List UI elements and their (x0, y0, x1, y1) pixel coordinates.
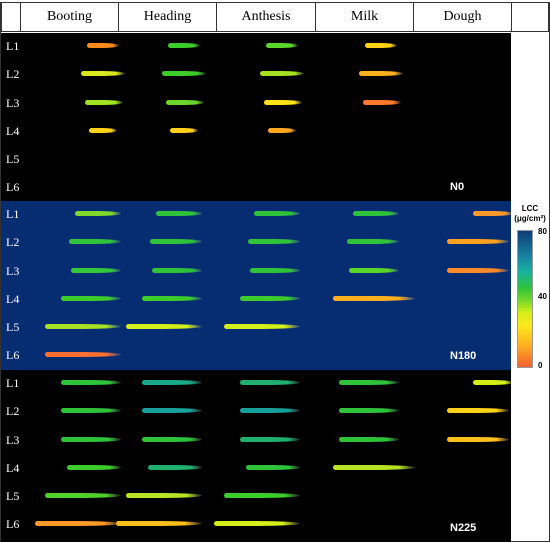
row-label-l6: L6 (6, 517, 20, 531)
leaf-n0-l1-booting (87, 43, 119, 48)
leaf-n225-l3-booting (61, 437, 121, 442)
leaf-n180-l4-anthesis (240, 296, 300, 301)
leaf-n225-l4-heading (148, 465, 202, 470)
row-label-l1: L1 (6, 207, 20, 221)
leaf-n225-l2-milk (339, 408, 399, 413)
row-label-l3: L3 (6, 96, 20, 110)
leaf-n180-l1-dough (473, 211, 513, 216)
leaf-n225-l2-dough (447, 408, 509, 413)
leaf-n0-l2-anthesis (260, 71, 304, 76)
leaf-n180-l1-booting (75, 211, 121, 216)
leaf-n225-l2-anthesis (240, 408, 300, 413)
row-label-l2: L2 (6, 67, 20, 81)
leaf-n225-l3-anthesis (240, 437, 300, 442)
row-label-l5: L5 (6, 320, 20, 334)
leaf-n180-l4-booting (61, 296, 121, 301)
leaf-n225-l5-heading (126, 493, 202, 498)
leaf-n180-l5-heading (126, 324, 202, 329)
leaf-n0-l4-heading (170, 128, 198, 133)
leaf-n225-l1-dough (473, 380, 513, 385)
colorbar-title: LCC (μg/cm²) (510, 204, 550, 224)
treatment-label-n0: N0 (450, 181, 465, 193)
row-label-l4: L4 (6, 461, 20, 475)
leaf-n225-l1-heading (142, 380, 202, 385)
leaf-n225-l1-anthesis (240, 380, 300, 385)
leaf-n225-l1-milk (339, 380, 399, 385)
leaf-n180-l2-milk (347, 239, 399, 244)
leaf-n180-l5-anthesis (224, 324, 300, 329)
row-label-l4: L4 (6, 124, 20, 138)
leaf-n225-l3-heading (142, 437, 202, 442)
colorbar-tick-max: 80 (538, 227, 547, 236)
row-label-l6: L6 (6, 348, 20, 362)
panel-n225: L1 L2 L3 L4 L5 L6 N225 (1, 370, 513, 542)
leaf-n180-l3-heading (152, 268, 202, 273)
row-label-l6: L6 (6, 180, 20, 194)
treatment-label-n180: N180 (450, 350, 477, 362)
leaf-n225-l6-heading (116, 521, 202, 526)
leaf-n225-l3-dough (447, 437, 509, 442)
leaf-n0-l2-booting (81, 71, 125, 76)
leaf-n225-l4-booting (67, 465, 121, 470)
leaf-n180-l2-anthesis (248, 239, 300, 244)
row-label-l5: L5 (6, 489, 20, 503)
row-label-l2: L2 (6, 404, 20, 418)
leaf-n180-l4-milk (333, 296, 415, 301)
colorbar-tick-min: 0 (538, 361, 543, 370)
leaf-n180-l4-heading (142, 296, 202, 301)
leaf-n180-l3-anthesis (250, 268, 300, 273)
leaf-n0-l4-anthesis (268, 128, 296, 133)
leaf-n0-l3-booting (85, 100, 123, 105)
leaf-n180-l3-milk (349, 268, 399, 273)
leaf-n180-l3-dough (447, 268, 509, 273)
row-label-l3: L3 (6, 433, 20, 447)
row-label-l1: L1 (6, 376, 20, 390)
panel-n180: L1 L2 L3 L4 L5 L6 N180 (1, 201, 513, 370)
row-label-l5: L5 (6, 152, 20, 166)
leaf-n225-l2-heading (142, 408, 202, 413)
row-label-l1: L1 (6, 39, 20, 53)
leaf-n225-l1-booting (61, 380, 121, 385)
leaf-n225-l4-anthesis (246, 465, 300, 470)
leaf-n225-l5-anthesis (224, 493, 300, 498)
leaf-n180-l5-booting (45, 324, 121, 329)
leaf-n0-l1-anthesis (266, 43, 298, 48)
leaf-n0-l1-heading (168, 43, 200, 48)
leaf-n180-l6-booting (45, 352, 121, 357)
leaf-n0-l2-milk (359, 71, 403, 76)
leaf-n0-l3-milk (363, 100, 401, 105)
leaf-n180-l1-anthesis (254, 211, 300, 216)
colorbar-title-line2: (μg/cm²) (514, 214, 546, 223)
leaf-n225-l6-anthesis (214, 521, 300, 526)
leaf-n180-l1-heading (156, 211, 202, 216)
leaf-n0-l2-heading (162, 71, 206, 76)
leaf-n225-l6-booting (35, 521, 121, 526)
row-label-l3: L3 (6, 264, 20, 278)
leaf-n0-l3-anthesis (264, 100, 302, 105)
leaf-n225-l4-milk (333, 465, 415, 470)
colorbar-tick-mid: 40 (538, 292, 547, 301)
leaf-n180-l2-dough (447, 239, 509, 244)
leaf-n180-l1-milk (353, 211, 399, 216)
leaf-n225-l5-booting (45, 493, 121, 498)
row-label-l2: L2 (6, 235, 20, 249)
row-label-l4: L4 (6, 292, 20, 306)
leaf-n180-l2-heading (150, 239, 202, 244)
colorbar-title-line1: LCC (521, 204, 539, 213)
leaf-n225-l2-booting (61, 408, 121, 413)
treatment-label-n225: N225 (450, 522, 477, 534)
leaf-n0-l3-heading (166, 100, 204, 105)
leaf-n225-l3-milk (339, 437, 399, 442)
panel-n0: L1 L2 L3 L4 L5 L6 N0 (1, 33, 511, 201)
leaf-n0-l1-milk (365, 43, 397, 48)
leaf-n180-l2-booting (69, 239, 121, 244)
leaf-n180-l3-booting (71, 268, 121, 273)
leaf-n0-l4-booting (89, 128, 117, 133)
colorbar (517, 230, 533, 368)
